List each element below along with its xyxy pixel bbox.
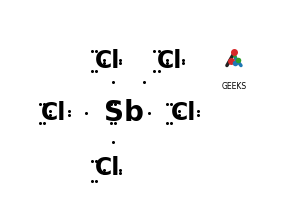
Text: Cl: Cl <box>94 49 120 73</box>
Text: Sb: Sb <box>103 99 143 127</box>
Text: Cl: Cl <box>94 156 120 180</box>
Text: Cl: Cl <box>157 49 183 73</box>
Text: Cl: Cl <box>171 101 197 125</box>
Text: Cl: Cl <box>41 101 67 125</box>
Text: GEEKS: GEEKS <box>221 82 247 91</box>
